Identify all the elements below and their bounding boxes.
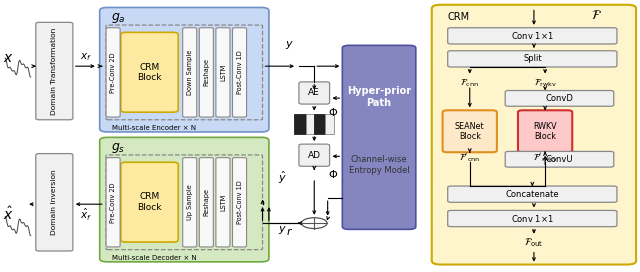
FancyBboxPatch shape xyxy=(232,158,246,247)
Text: Post-Conv 1D: Post-Conv 1D xyxy=(237,51,243,94)
Text: $\mathcal{F}_\mathrm{out}$: $\mathcal{F}_\mathrm{out}$ xyxy=(524,236,543,249)
FancyBboxPatch shape xyxy=(121,32,178,112)
Text: $g_a$: $g_a$ xyxy=(111,11,126,25)
FancyBboxPatch shape xyxy=(518,110,572,152)
FancyBboxPatch shape xyxy=(100,7,269,132)
FancyBboxPatch shape xyxy=(100,137,269,262)
Text: AE: AE xyxy=(308,88,320,97)
Text: Up Sample: Up Sample xyxy=(187,184,193,220)
Text: Channel-wise
Entropy Model: Channel-wise Entropy Model xyxy=(349,155,410,175)
Text: $\mathcal{F}_\mathrm{rwkv}$: $\mathcal{F}_\mathrm{rwkv}$ xyxy=(534,78,557,89)
Text: $x_f$: $x_f$ xyxy=(80,52,92,63)
Text: $\hat{x}_f$: $\hat{x}_f$ xyxy=(79,206,92,222)
FancyBboxPatch shape xyxy=(342,45,416,229)
Text: Reshape: Reshape xyxy=(204,58,209,86)
Text: Multi-scale Encoder × N: Multi-scale Encoder × N xyxy=(113,125,196,131)
FancyBboxPatch shape xyxy=(448,186,617,202)
Text: $r$: $r$ xyxy=(286,226,293,237)
FancyBboxPatch shape xyxy=(199,28,213,117)
Bar xyxy=(307,113,314,134)
FancyBboxPatch shape xyxy=(448,211,617,227)
FancyBboxPatch shape xyxy=(505,152,614,167)
Text: $\mathcal{F}'_\mathrm{rwkv}$: $\mathcal{F}'_\mathrm{rwkv}$ xyxy=(532,152,557,165)
Text: ConvD: ConvD xyxy=(545,94,573,103)
Text: $\mathcal{F}$: $\mathcal{F}$ xyxy=(591,8,602,21)
Text: Concatenate: Concatenate xyxy=(506,190,559,199)
FancyBboxPatch shape xyxy=(121,162,178,242)
Text: Pre-Conv 2D: Pre-Conv 2D xyxy=(110,52,116,93)
Text: Pre-Conv 2D: Pre-Conv 2D xyxy=(110,182,116,222)
FancyBboxPatch shape xyxy=(199,158,213,247)
Text: $\bar{y}$: $\bar{y}$ xyxy=(278,223,287,237)
FancyBboxPatch shape xyxy=(232,28,246,117)
Text: Reshape: Reshape xyxy=(204,188,209,216)
FancyBboxPatch shape xyxy=(448,28,617,44)
Text: Down Sample: Down Sample xyxy=(187,50,193,95)
Text: Split: Split xyxy=(523,54,541,63)
FancyBboxPatch shape xyxy=(299,82,330,104)
Text: SEANet
Block: SEANet Block xyxy=(455,122,484,141)
Text: CRM
Block: CRM Block xyxy=(137,63,162,82)
Text: CRM: CRM xyxy=(448,12,470,22)
Text: Conv 1$\times$1: Conv 1$\times$1 xyxy=(511,213,554,224)
Text: Domain Inversion: Domain Inversion xyxy=(51,169,58,235)
Text: ConvU: ConvU xyxy=(546,155,573,164)
FancyBboxPatch shape xyxy=(106,28,120,117)
FancyBboxPatch shape xyxy=(36,154,73,251)
FancyBboxPatch shape xyxy=(216,28,230,117)
Bar xyxy=(294,113,307,134)
Text: $x$: $x$ xyxy=(3,51,13,64)
Text: $g_s$: $g_s$ xyxy=(111,141,125,155)
Text: $\mathcal{F}_\mathrm{cnn}$: $\mathcal{F}_\mathrm{cnn}$ xyxy=(460,78,479,89)
FancyBboxPatch shape xyxy=(106,158,120,247)
FancyBboxPatch shape xyxy=(182,158,196,247)
FancyBboxPatch shape xyxy=(299,144,330,166)
Text: $\hat{y}$: $\hat{y}$ xyxy=(278,170,287,186)
Bar xyxy=(325,113,334,134)
Text: AD: AD xyxy=(308,151,321,160)
Text: $\hat{x}$: $\hat{x}$ xyxy=(3,206,13,223)
Text: $\mathcal{F}'_\mathrm{cnn}$: $\mathcal{F}'_\mathrm{cnn}$ xyxy=(460,152,480,165)
FancyBboxPatch shape xyxy=(36,22,73,120)
Text: CRM
Block: CRM Block xyxy=(137,193,162,212)
FancyBboxPatch shape xyxy=(216,158,230,247)
Text: $\Phi$: $\Phi$ xyxy=(328,168,338,180)
Text: Multi-scale Decoder × N: Multi-scale Decoder × N xyxy=(113,255,197,261)
Text: $y$: $y$ xyxy=(285,39,294,51)
FancyBboxPatch shape xyxy=(505,91,614,106)
FancyBboxPatch shape xyxy=(443,110,497,152)
Text: RWKV
Block: RWKV Block xyxy=(533,122,557,141)
FancyBboxPatch shape xyxy=(182,28,196,117)
Text: Conv 1$\times$1: Conv 1$\times$1 xyxy=(511,30,554,41)
FancyBboxPatch shape xyxy=(448,51,617,67)
Bar xyxy=(314,113,325,134)
Text: Hyper-prior
Path: Hyper-prior Path xyxy=(347,86,411,108)
FancyBboxPatch shape xyxy=(432,5,636,265)
Text: LSTM: LSTM xyxy=(220,194,226,211)
Text: Post-Conv 1D: Post-Conv 1D xyxy=(237,180,243,224)
Text: Domain Transformation: Domain Transformation xyxy=(51,27,58,115)
Text: $\Phi$: $\Phi$ xyxy=(328,106,338,118)
Text: LSTM: LSTM xyxy=(220,64,226,81)
